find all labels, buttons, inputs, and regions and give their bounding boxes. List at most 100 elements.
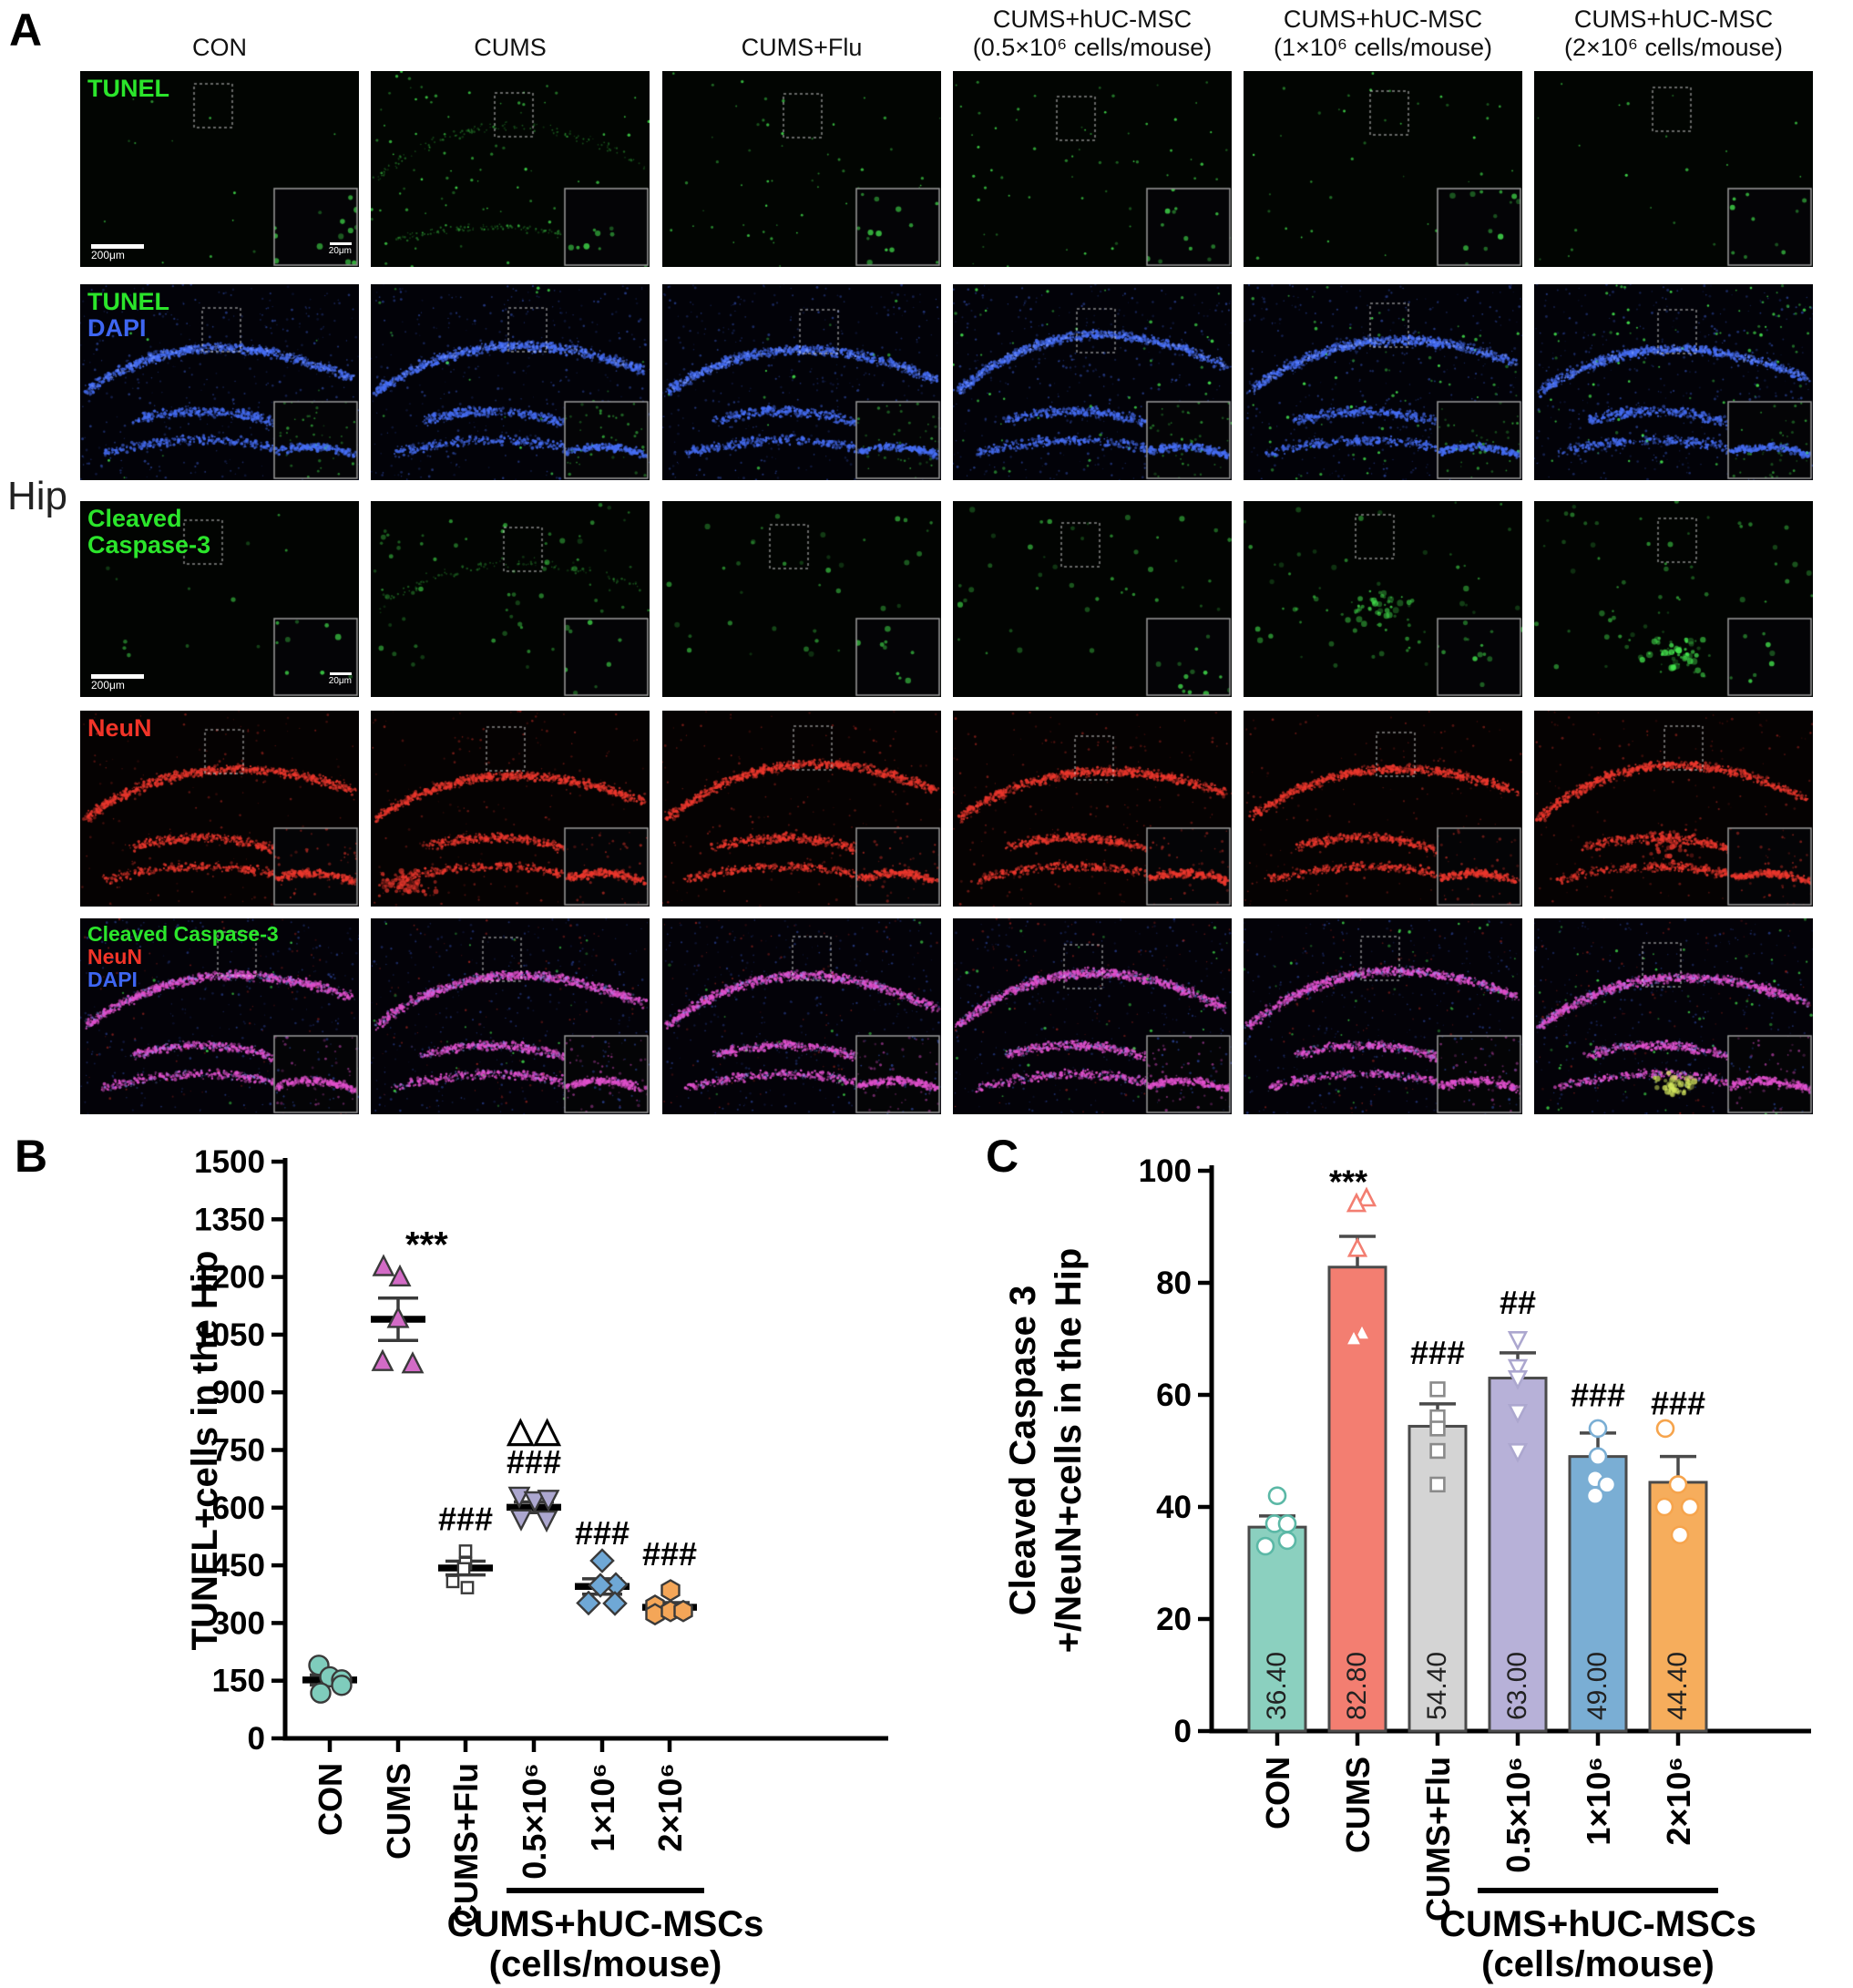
panel-c-ylabel-1: Cleaved Caspase 3	[1003, 1286, 1043, 1615]
svg-text:80: 80	[1156, 1266, 1192, 1301]
panel-c-bar-CUMS: CUMS 82.80 ***	[1327, 1163, 1387, 1853]
stain-label: TUNEL	[87, 288, 169, 315]
scale-bar-text: 200μm	[91, 249, 125, 261]
stain-label: Cleaved	[87, 505, 182, 532]
micrograph-tile-r4c2	[371, 711, 650, 907]
micrograph-tile-r2c5	[1244, 284, 1522, 480]
micrograph-image	[1244, 918, 1522, 1114]
micrograph-image	[1534, 501, 1813, 697]
panel-b-group-0.5×10⁶: 0.5×10⁶ ###△△	[507, 1411, 562, 1879]
micrograph-image	[662, 501, 941, 697]
micrograph-tile-r1c3	[662, 71, 941, 267]
column-header-con: CON	[192, 34, 247, 61]
micrograph-tile-r5c1: Cleaved Caspase-3 NeuN DAPI	[80, 918, 359, 1114]
svg-text:600: 600	[212, 1491, 265, 1526]
micrograph-tile-r4c5	[1244, 711, 1522, 907]
micrograph-image	[662, 284, 941, 480]
column-header-msc-05: CUMS+hUC-MSC (0.5×10⁶ cells/mouse)	[972, 5, 1213, 61]
hip-region-label: Hip	[7, 474, 68, 518]
svg-text:CUMS+Flu: CUMS+Flu	[447, 1763, 485, 1928]
charts-area: 01503004506007509001050120013501500TUNEL…	[185, 1144, 1811, 1984]
panel-b-label: B	[15, 1131, 48, 1182]
sig-annotation: ###	[1410, 1334, 1465, 1371]
column-header-msc-2: CUMS+hUC-MSC (2×10⁶ cells/mouse)	[1564, 5, 1783, 61]
svg-text:1350: 1350	[194, 1202, 265, 1237]
panel-c-bar-CUMS+Flu: CUMS+Flu 54.40 ###	[1408, 1334, 1468, 1921]
scale-bar-text: 200μm	[91, 679, 125, 692]
panel-b-group-1×10⁶: 1×10⁶ ###	[575, 1514, 630, 1852]
micrograph-image	[662, 71, 941, 267]
micrograph-tile-r5c6	[1534, 918, 1813, 1114]
panel-b-group-2×10⁶: 2×10⁶ ###	[642, 1535, 697, 1852]
micrograph-image	[80, 71, 359, 267]
sig-stars: ***	[405, 1225, 448, 1266]
svg-text:CON: CON	[1259, 1757, 1296, 1829]
group-note-sublabel: (cells/mouse)	[489, 1944, 722, 1984]
scale-bar-main: 200μm	[91, 674, 144, 692]
scale-bar-line	[330, 242, 352, 245]
micrograph-tile-r4c1: NeuN	[80, 711, 359, 907]
micrograph-tile-r4c4	[953, 711, 1232, 907]
panel-c-label: C	[986, 1131, 1019, 1182]
micrograph-tile-r1c2	[371, 71, 650, 267]
sig-annotation: ***	[1329, 1163, 1367, 1201]
micrograph-image	[371, 284, 650, 480]
svg-text:1×10⁶: 1×10⁶	[584, 1763, 621, 1852]
svg-text:150: 150	[212, 1664, 265, 1699]
svg-text:0: 0	[1174, 1714, 1192, 1749]
micrograph-image	[80, 501, 359, 697]
svg-text:CON: CON	[312, 1763, 349, 1836]
bar-value-label: 82.80	[1342, 1652, 1372, 1720]
panel-b-ylabel: TUNEL+cells in the Hip	[185, 1251, 225, 1651]
panel-a-label: A	[9, 5, 43, 56]
svg-text:1200: 1200	[194, 1260, 265, 1296]
panel-c-bar-0.5×10⁶: 0.5×10⁶ 63.00 ##	[1488, 1284, 1548, 1873]
stain-label-group: TUNEL DAPI	[87, 288, 169, 343]
column-header-msc-1: CUMS+hUC-MSC (1×10⁶ cells/mouse)	[1274, 5, 1492, 61]
stain-label: TUNEL	[87, 75, 169, 102]
micrograph-image	[371, 918, 650, 1114]
svg-text:750: 750	[212, 1433, 265, 1469]
scale-bar-text: 20μm	[328, 676, 352, 686]
sig-annotation: ##	[1500, 1284, 1536, 1321]
panel-c-bar-1×10⁶: 1×10⁶ 49.00 ###	[1568, 1376, 1628, 1846]
micrograph-tile-r2c4	[953, 284, 1232, 480]
micrograph-image	[1534, 71, 1813, 267]
sig-hash: ###	[642, 1535, 697, 1573]
svg-text:100: 100	[1139, 1153, 1192, 1189]
stain-label: DAPI	[87, 967, 138, 991]
svg-text:2×10⁶: 2×10⁶	[1660, 1757, 1697, 1846]
svg-text:20: 20	[1156, 1602, 1192, 1637]
svg-text:450: 450	[212, 1548, 265, 1583]
group-note-sublabel: (cells/mouse)	[1481, 1944, 1715, 1984]
micrograph-image	[1244, 501, 1522, 697]
scale-bar-text: 20μm	[328, 246, 352, 256]
micrograph-image	[80, 918, 359, 1114]
stain-label-group: Cleaved Caspase-3 NeuN DAPI	[87, 923, 279, 990]
stain-label: NeuN	[87, 714, 152, 742]
bar-value-label: 44.40	[1663, 1652, 1693, 1720]
micrograph-image	[953, 711, 1232, 907]
micrograph-image	[953, 284, 1232, 480]
group-note-label: CUMS+hUC-MSCs	[447, 1904, 764, 1944]
scale-bar-inset: 20μm	[329, 672, 352, 688]
stain-label: DAPI	[87, 314, 147, 343]
micrograph-image	[1244, 711, 1522, 907]
sig-hash: ###	[507, 1443, 561, 1481]
column-header-cums: CUMS	[474, 34, 547, 61]
stain-label: Caspase-3	[87, 531, 211, 559]
micrograph-tile-r5c4	[953, 918, 1232, 1114]
micrograph-image	[1244, 71, 1522, 267]
micrograph-image	[80, 284, 359, 480]
scale-bar-main: 200μm	[91, 244, 144, 261]
micrograph-image	[371, 71, 650, 267]
micrograph-image	[1534, 918, 1813, 1114]
bar-value-label: 54.40	[1422, 1652, 1452, 1720]
micrograph-tile-r3c2	[371, 501, 650, 697]
panel-b-group-CON: CON	[302, 1655, 357, 1836]
panel-c-bar-CON: CON 36.40	[1247, 1486, 1307, 1829]
svg-text:CUMS: CUMS	[380, 1763, 417, 1860]
micrograph-image	[371, 501, 650, 697]
panel-c-chart: 0 20 40 60 80 100 Cleaved Caspase 3 +/NeuN+cell…	[1003, 1153, 1811, 1984]
micrograph-image	[371, 711, 650, 907]
